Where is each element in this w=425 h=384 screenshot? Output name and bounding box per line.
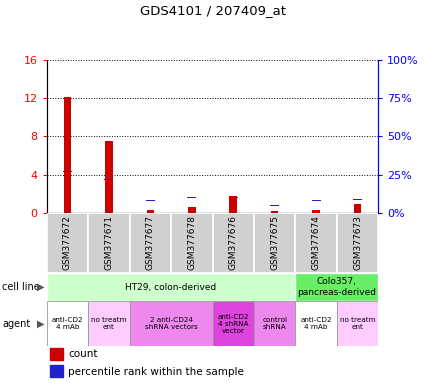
Bar	[230, 196, 237, 213]
Bar	[64, 97, 71, 213]
Bar	[50, 365, 63, 377]
Bar	[212, 213, 254, 273]
Bar	[295, 273, 378, 301]
Text: GSM377678: GSM377678	[187, 215, 196, 270]
Text: anti-CD2
4 shRNA
vector: anti-CD2 4 shRNA vector	[218, 313, 249, 334]
Bar	[88, 213, 130, 273]
Bar	[47, 301, 88, 346]
Text: 2 anti-CD24
shRNA vectors: 2 anti-CD24 shRNA vectors	[144, 317, 198, 330]
Text: Colo357,
pancreas-derived: Colo357, pancreas-derived	[298, 277, 376, 297]
Text: cell line: cell line	[2, 282, 40, 292]
Text: count: count	[68, 349, 98, 359]
Bar	[295, 213, 337, 273]
Bar	[212, 301, 254, 346]
Bar	[271, 211, 278, 213]
Bar	[187, 197, 196, 198]
Bar	[171, 213, 212, 273]
Bar	[295, 301, 337, 346]
Text: agent: agent	[2, 318, 30, 329]
Text: GSM377672: GSM377672	[63, 215, 72, 270]
Text: HT29, colon-derived: HT29, colon-derived	[125, 283, 217, 291]
Bar	[105, 141, 113, 213]
Bar	[354, 204, 361, 213]
Text: anti-CD2
4 mAb: anti-CD2 4 mAb	[300, 317, 332, 330]
Bar	[254, 301, 295, 346]
Text: percentile rank within the sample: percentile rank within the sample	[68, 366, 244, 377]
Bar	[63, 171, 72, 172]
Bar	[130, 301, 212, 346]
Text: no treatm
ent: no treatm ent	[91, 317, 127, 330]
Bar	[254, 213, 295, 273]
Bar	[337, 213, 378, 273]
Bar	[47, 273, 295, 301]
Bar	[105, 179, 113, 180]
Bar	[188, 207, 196, 213]
Text: GSM377677: GSM377677	[146, 215, 155, 270]
Text: GDS4101 / 207409_at: GDS4101 / 207409_at	[139, 4, 286, 17]
Text: GSM377675: GSM377675	[270, 215, 279, 270]
Text: anti-CD2
4 mAb: anti-CD2 4 mAb	[52, 317, 83, 330]
Text: GSM377673: GSM377673	[353, 215, 362, 270]
Text: control
shRNA: control shRNA	[262, 317, 287, 330]
Text: ▶: ▶	[37, 282, 45, 292]
Text: GSM377674: GSM377674	[312, 215, 320, 270]
Bar	[353, 199, 362, 200]
Text: no treatm
ent: no treatm ent	[340, 317, 375, 330]
Bar	[50, 348, 63, 360]
Bar	[47, 213, 88, 273]
Bar	[146, 200, 155, 201]
Bar	[147, 210, 154, 213]
Text: ▶: ▶	[37, 318, 45, 329]
Bar	[312, 200, 320, 201]
Bar	[88, 301, 130, 346]
Bar	[130, 213, 171, 273]
Bar	[312, 210, 320, 213]
Bar	[337, 301, 378, 346]
Text: GSM377671: GSM377671	[105, 215, 113, 270]
Bar	[270, 205, 279, 206]
Text: GSM377676: GSM377676	[229, 215, 238, 270]
Bar	[229, 197, 238, 198]
